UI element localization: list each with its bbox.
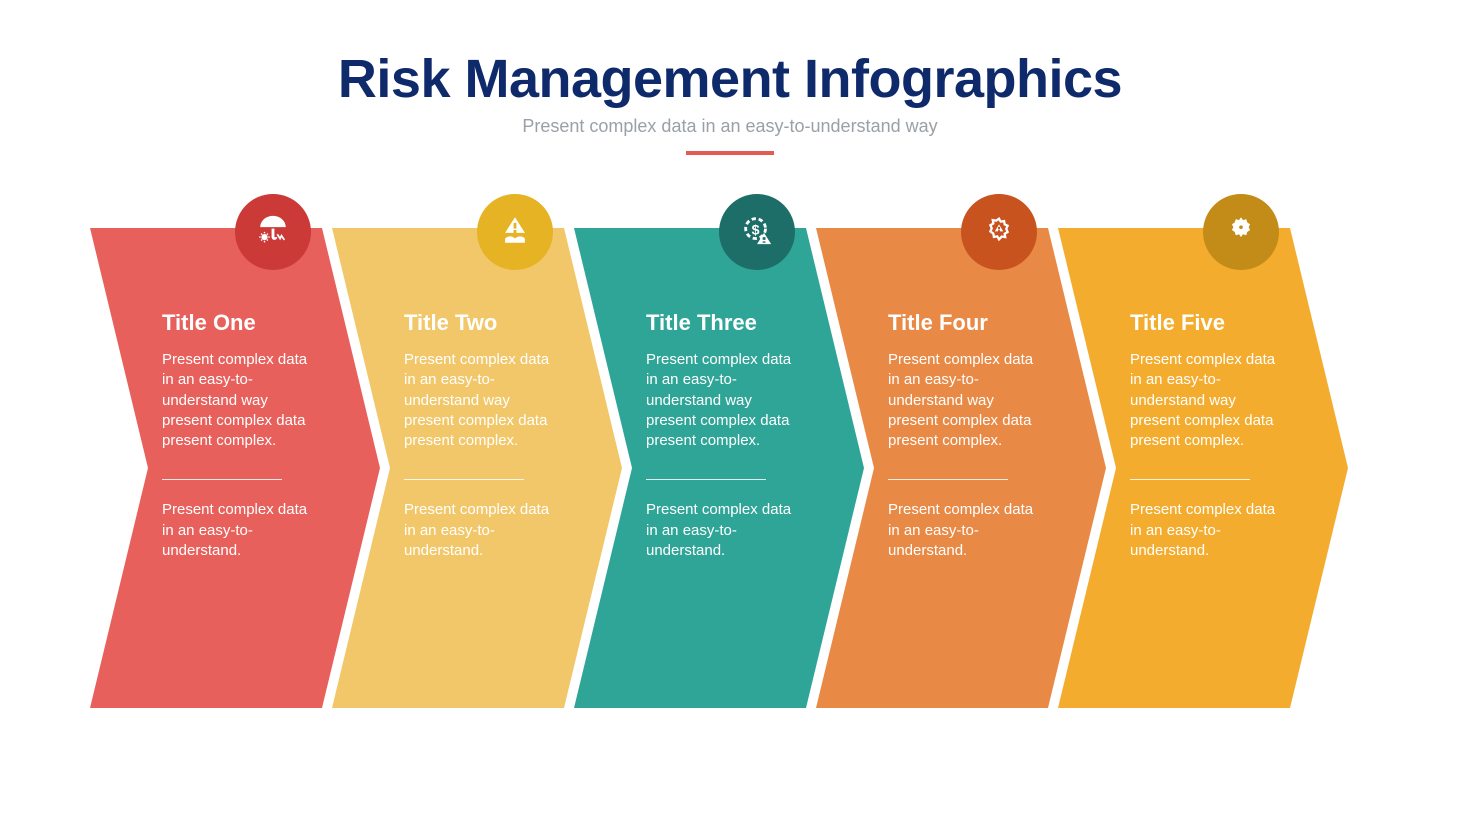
step-footer: Present complex data in an easy-to-under… xyxy=(888,500,1048,561)
badge-2 xyxy=(477,194,553,270)
page-subtitle: Present complex data in an easy-to-under… xyxy=(0,116,1460,137)
chevron-step-1: Title One Present complex data in an eas… xyxy=(90,228,380,708)
step-title: Title Four xyxy=(888,310,1048,336)
warning-hand-icon xyxy=(498,213,532,252)
dollar-risk-icon: $ xyxy=(740,213,774,252)
step-title: Title Two xyxy=(404,310,564,336)
chevron-row: Title One Present complex data in an eas… xyxy=(90,228,1370,748)
gear-lock-icon xyxy=(1224,213,1258,252)
umbrella-gear-icon xyxy=(256,213,290,252)
step-title: Title One xyxy=(162,310,322,336)
header: Risk Management Infographics Present com… xyxy=(0,0,1460,155)
step-title: Title Three xyxy=(646,310,806,336)
badge-1 xyxy=(235,194,311,270)
badge-5 xyxy=(1203,194,1279,270)
badge-4 xyxy=(961,194,1037,270)
page-title: Risk Management Infographics xyxy=(0,48,1460,110)
step-footer: Present complex data in an easy-to-under… xyxy=(646,500,806,561)
step-body: Present complex data in an easy-to-under… xyxy=(646,350,806,451)
step-footer: Present complex data in an easy-to-under… xyxy=(404,500,564,561)
title-underline xyxy=(686,151,774,155)
gear-warning-icon xyxy=(982,213,1016,252)
step-divider xyxy=(1130,479,1250,480)
badge-3: $ xyxy=(719,194,795,270)
step-body: Present complex data in an easy-to-under… xyxy=(404,350,564,451)
step-divider xyxy=(162,479,282,480)
step-divider xyxy=(888,479,1008,480)
step-divider xyxy=(404,479,524,480)
step-footer: Present complex data in an easy-to-under… xyxy=(162,500,322,561)
svg-text:$: $ xyxy=(752,222,760,238)
step-footer: Present complex data in an easy-to-under… xyxy=(1130,500,1290,561)
step-title: Title Five xyxy=(1130,310,1290,336)
step-body: Present complex data in an easy-to-under… xyxy=(162,350,322,451)
step-body: Present complex data in an easy-to-under… xyxy=(1130,350,1290,451)
step-divider xyxy=(646,479,766,480)
step-body: Present complex data in an easy-to-under… xyxy=(888,350,1048,451)
